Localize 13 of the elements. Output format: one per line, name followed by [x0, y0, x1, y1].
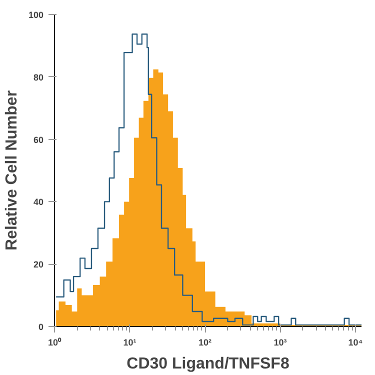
y-tick-label: 100: [28, 10, 44, 20]
y-tick-label: 40: [33, 197, 44, 208]
y-tick-label: 0: [38, 322, 44, 332]
y-tick-label: 80: [33, 72, 44, 82]
x-axis-title: CD30 Ligand/TNFSF8: [126, 356, 290, 372]
x-tick-label: 10⁴: [348, 338, 363, 348]
x-tick-label: 10²: [198, 338, 212, 348]
x-tick-label: 10³: [274, 338, 287, 348]
y-axis-title: Relative Cell Number: [3, 90, 20, 251]
y-tick-label: 60: [33, 134, 44, 145]
x-tick-label: 10¹: [123, 338, 136, 348]
x-tick-label: 10⁰: [48, 338, 62, 348]
y-tick-label: 20: [33, 260, 44, 270]
